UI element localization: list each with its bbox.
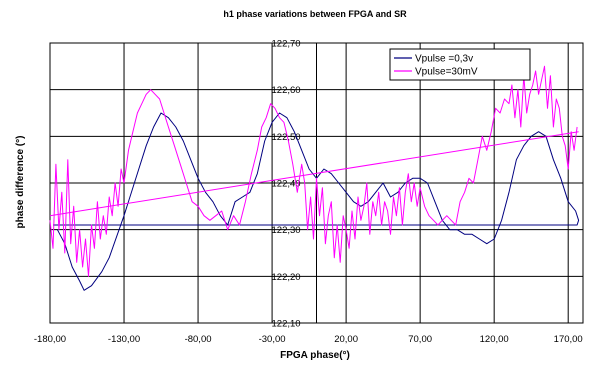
x-tick-label: -30,00	[259, 334, 286, 345]
x-tick-label: -80,00	[185, 334, 212, 345]
y-tick-label: 122,10	[272, 319, 301, 330]
x-tick-label: -180,00	[34, 334, 66, 345]
grid	[49, 42, 584, 324]
tick-labels: 122,10 122,20 122,30 122,40 122,50 122,60 122,…	[34, 39, 583, 346]
legend: Vpulse =0,3v Vpulse=30mV	[389, 48, 531, 81]
legend-label: Vpulse=30mV	[415, 67, 478, 78]
legend-box	[389, 48, 531, 81]
x-axis-label: FPGA phase(°)	[280, 350, 350, 361]
y-tick-label: 122,20	[272, 272, 301, 283]
x-tick-label: 120,00	[480, 334, 509, 345]
x-tick-label: 70,00	[408, 334, 432, 345]
chart-title: h1 phase variations between FPGA and SR	[223, 9, 407, 19]
y-tick-label: 122,40	[272, 179, 301, 190]
series-lines	[49, 65, 580, 291]
x-tick-label: 20,00	[334, 334, 358, 345]
trendline	[49, 131, 579, 217]
y-tick-label: 122,50	[272, 132, 301, 143]
series-line-0	[53, 112, 580, 291]
y-tick-label: 122,30	[272, 225, 301, 236]
legend-label: Vpulse =0,3v	[415, 54, 473, 65]
y-tick-label: 122,70	[272, 39, 301, 50]
series-line-1	[49, 65, 578, 277]
y-axis-label: phase difference (°)	[15, 136, 26, 229]
y-tick-label: 122,60	[272, 85, 301, 96]
x-tick-label: 170,00	[554, 334, 583, 345]
x-tick-label: -130,00	[108, 334, 140, 345]
